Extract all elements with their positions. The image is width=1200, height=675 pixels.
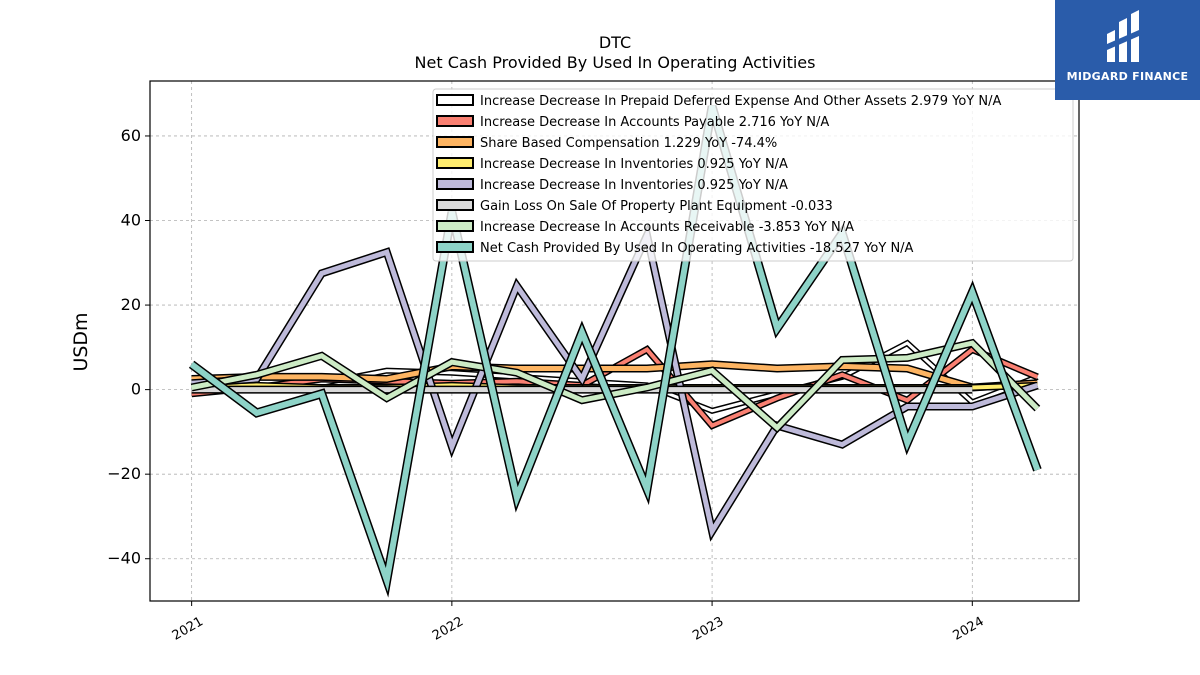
y-axis: −40 −20 0 20 40 60 — [107, 126, 150, 568]
legend-item: Increase Decrease In Accounts Receivable… — [436, 220, 854, 235]
x-tick-label: 2021 — [170, 614, 206, 644]
brand-logo-text: MIDGARD FINANCE — [1066, 70, 1189, 83]
legend-label: Gain Loss On Sale Of Property Plant Equi… — [480, 199, 833, 214]
legend-swatch — [436, 220, 474, 232]
series-line-stroke — [191, 361, 1038, 391]
plot-frame — [149, 80, 1080, 602]
legend-swatch — [436, 94, 474, 106]
legend-swatch — [436, 115, 474, 127]
legend-swatch — [436, 241, 474, 253]
series-line — [188, 105, 1042, 598]
legend-frame — [432, 88, 1074, 262]
legend-label: Increase Decrease In Inventories 0.925 Y… — [480, 157, 788, 172]
legend-swatch — [436, 199, 474, 211]
legend-label: Increase Decrease In Accounts Receivable… — [480, 220, 854, 235]
series-line — [190, 338, 1041, 434]
y-tick-label: 20 — [121, 295, 141, 314]
legend-item: Net Cash Provided By Used In Operating A… — [436, 241, 914, 256]
series-layer — [188, 105, 1042, 598]
legend-swatch — [436, 136, 474, 148]
legend-item: Increase Decrease In Accounts Payable 2.… — [436, 115, 829, 130]
legend: Increase Decrease In Prepaid Deferred Ex… — [432, 88, 1074, 262]
legend-item: Gain Loss On Sale Of Property Plant Equi… — [436, 199, 833, 214]
y-tick-label: 40 — [121, 211, 141, 230]
brand-logo: MIDGARD FINANCE — [1055, 0, 1200, 100]
series-line-stroke — [189, 105, 1041, 592]
legend-item: Increase Decrease In Prepaid Deferred Ex… — [436, 94, 1001, 109]
legend-item: Increase Decrease In Inventories 0.925 Y… — [436, 157, 788, 172]
series-line-stroke — [191, 340, 1040, 432]
legend-label: Net Cash Provided By Used In Operating A… — [480, 241, 914, 256]
legend-swatch — [436, 178, 474, 190]
legend-label: Increase Decrease In Accounts Payable 2.… — [480, 115, 829, 130]
x-tick-label: 2022 — [430, 614, 466, 644]
y-axis-label: USDm — [70, 312, 92, 371]
series-line — [191, 360, 1038, 392]
legend-swatch — [436, 157, 474, 169]
midgard-logo-icon — [1107, 10, 1139, 62]
y-tick-label: 0 — [131, 380, 141, 399]
legend-label: Increase Decrease In Prepaid Deferred Ex… — [480, 94, 1001, 109]
chart-subtitle: Net Cash Provided By Used In Operating A… — [415, 53, 816, 72]
legend-label: Increase Decrease In Inventories 0.925 Y… — [480, 178, 788, 193]
x-tick-label: 2023 — [690, 614, 726, 644]
x-tick-label: 2024 — [950, 614, 986, 644]
legend-item: Increase Decrease In Inventories 0.925 Y… — [436, 178, 788, 193]
y-tick-label: −20 — [107, 464, 141, 483]
y-tick-label: 60 — [121, 126, 141, 145]
x-axis: 2021 2022 2023 2024 — [170, 601, 987, 644]
y-tick-label: −40 — [107, 549, 141, 568]
legend-label: Share Based Compensation 1.229 YoY -74.4… — [480, 136, 777, 151]
chart-title: DTC — [599, 33, 631, 52]
legend-item: Share Based Compensation 1.229 YoY -74.4… — [436, 136, 777, 151]
